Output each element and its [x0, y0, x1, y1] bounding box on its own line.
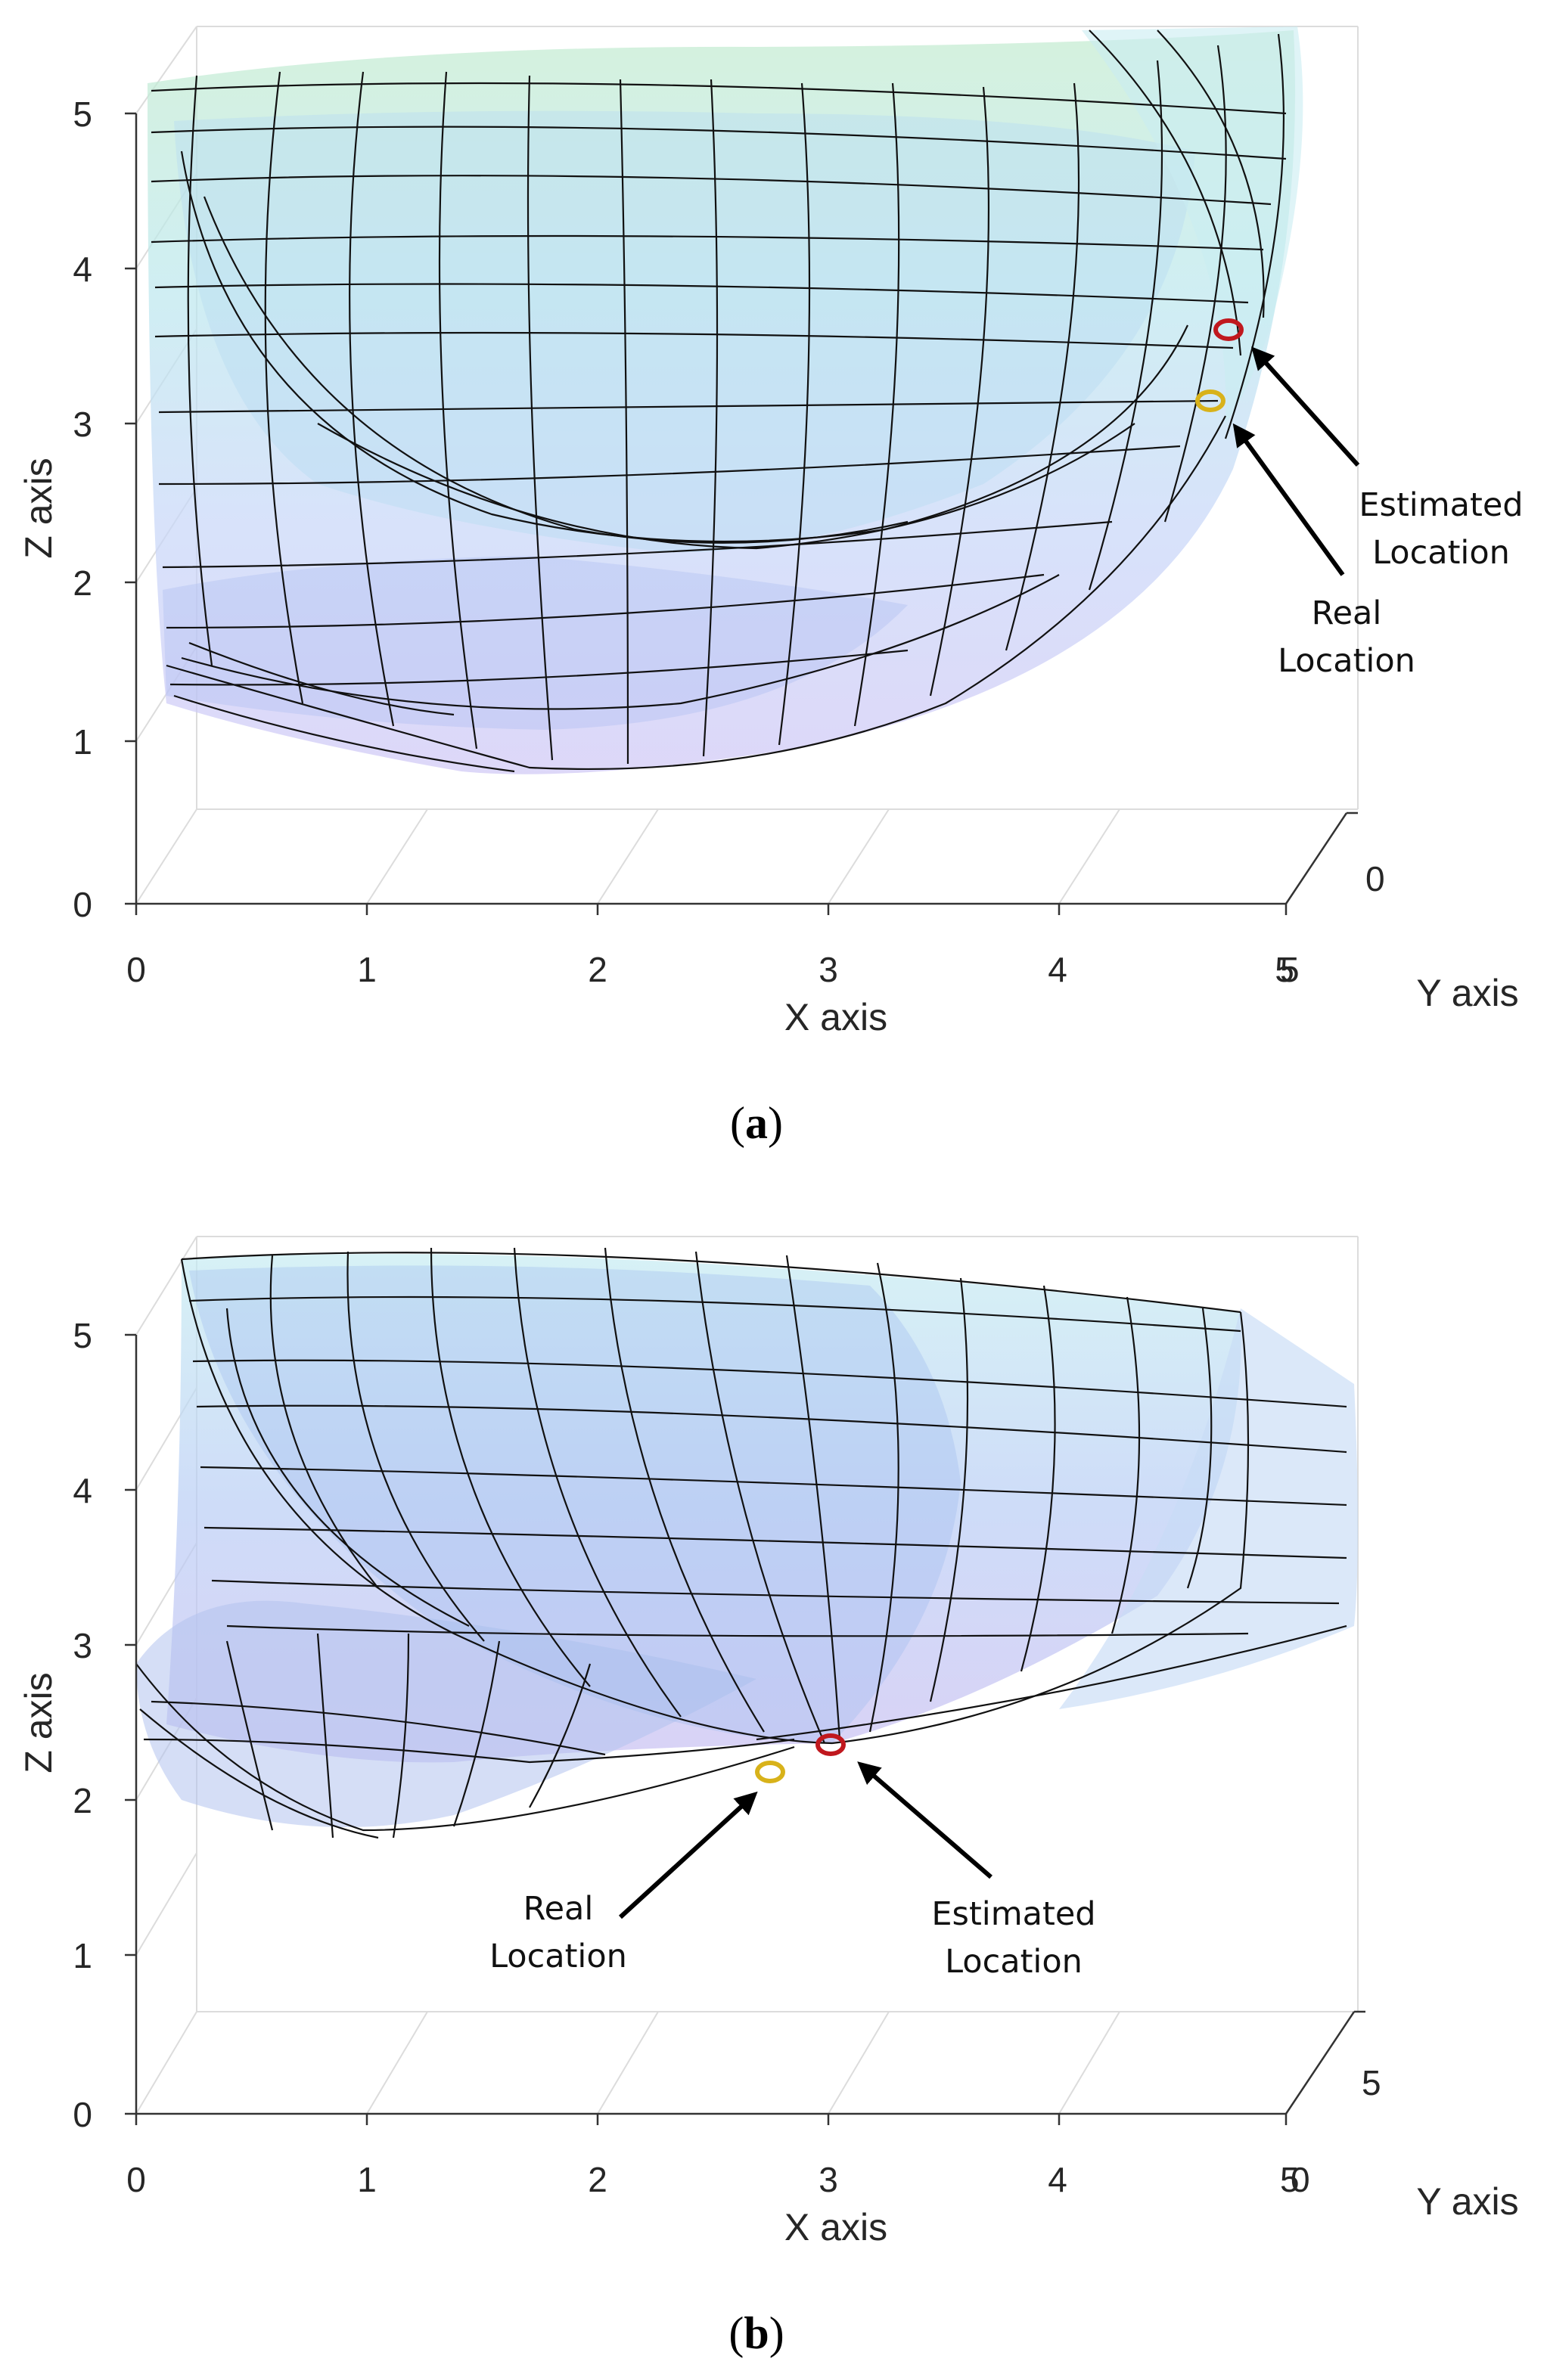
panel-a-real-location-marker	[1195, 389, 1225, 412]
panel-b-real-label-line1: Real	[523, 1890, 594, 1928]
panel-a-real-label-line2: Location	[1278, 642, 1415, 680]
x-tick-label: 5	[1280, 2160, 1300, 2199]
panel-a-y-ticks: 0 5	[1280, 859, 1385, 989]
panel-b-estimated-label-line1: Estimated	[931, 1895, 1095, 1933]
panel-b-estimated-arrow	[857, 1761, 993, 1879]
x-tick-label: 0	[126, 950, 146, 989]
z-tick-label: 4	[73, 1471, 92, 1510]
x-tick-label: 0	[126, 2160, 146, 2199]
x-tick-label: 1	[357, 2160, 377, 2199]
z-tick-label: 5	[73, 95, 92, 134]
panel-a-estimated-label-line2: Location	[1372, 534, 1510, 572]
panel-a-real-label-line1: Real	[1312, 594, 1382, 632]
caption-paren-open: (	[730, 1098, 745, 1148]
panel-a-estimated-location-marker	[1213, 318, 1244, 341]
panel-b-y-axis-label: Y axis	[1416, 2180, 1518, 2223]
panel-a-axes	[125, 112, 1358, 915]
z-tick-label: 2	[73, 563, 92, 603]
x-tick-label: 5	[1275, 950, 1294, 989]
panel-a-x-ticks: 0 1 2 3 4 5	[126, 950, 1294, 989]
caption-letter-b: b	[744, 2308, 769, 2358]
panel-b-real-location-marker	[755, 1761, 785, 1783]
panel-a-y-axis-label: Y axis	[1416, 972, 1518, 1014]
caption-paren-close: )	[768, 1098, 783, 1148]
z-tick-label: 1	[73, 1936, 92, 1975]
panel-a-caption: (a)	[730, 1098, 783, 1148]
x-tick-label: 4	[1048, 2160, 1067, 2199]
panel-a-estimated-arrow	[1250, 346, 1360, 467]
panel-b-y-ticks: 0 5	[1291, 2063, 1381, 2199]
caption-paren-close: )	[769, 2308, 784, 2358]
panel-a-z-axis-label: Z axis	[17, 458, 60, 558]
caption-letter-a: a	[745, 1098, 768, 1148]
x-tick-label: 2	[588, 2160, 607, 2199]
y-tick-label: 0	[1291, 2160, 1310, 2199]
panel-a-x-axis-label: X axis	[784, 996, 887, 1038]
panel-b-x-axis-label: X axis	[784, 2206, 887, 2248]
panel-b-estimated-location-marker	[815, 1733, 846, 1756]
panel-b: 0 1 2 3 4 5 0 5 0 1 2 3 4 5 X axis Y axi…	[17, 1236, 1519, 2358]
panel-b-real-arrow	[618, 1791, 758, 1919]
y-tick-label: 5	[1280, 950, 1300, 989]
svg-text:(a): (a)	[730, 1098, 783, 1148]
panel-a-inner-surface-1	[174, 110, 1195, 553]
panel-b-right-wing	[1059, 1308, 1358, 1709]
panel-a-inner-surface-2	[163, 556, 908, 730]
panel-a-estimated-label-line1: Estimated	[1359, 486, 1523, 524]
panel-a-right-flap	[1082, 26, 1303, 424]
z-tick-label: 3	[73, 1626, 92, 1665]
z-tick-label: 5	[73, 1316, 92, 1355]
z-tick-label: 0	[73, 2095, 92, 2134]
x-tick-label: 1	[357, 950, 377, 989]
z-tick-label: 1	[73, 722, 92, 762]
panel-b-mesh	[135, 1247, 1347, 1839]
x-tick-label: 3	[819, 950, 838, 989]
x-tick-label: 4	[1048, 950, 1067, 989]
panel-a: 0 1 2 3 4 5 0 5 0 1 2 3 4 5 X axis Y axi…	[17, 26, 1524, 1148]
panel-a-z-ticks: 0 1 2 3 4 5	[73, 95, 92, 924]
panel-b-front-bowl	[136, 1600, 756, 1827]
z-tick-label: 4	[73, 250, 92, 289]
panel-a-mesh	[151, 29, 1287, 773]
x-tick-label: 2	[588, 950, 607, 989]
panel-b-axes	[125, 1333, 1365, 2125]
z-tick-label: 2	[73, 1781, 92, 1820]
y-tick-label: 5	[1362, 2063, 1381, 2102]
panel-b-inner-bowl	[189, 1265, 961, 1743]
panel-b-caption: (b)	[728, 2308, 784, 2358]
z-tick-label: 0	[73, 885, 92, 924]
panel-b-real-label-line2: Location	[489, 1938, 627, 1975]
panel-b-z-axis-label: Z axis	[17, 1672, 60, 1773]
x-tick-label: 3	[819, 2160, 838, 2199]
caption-paren-open: (	[728, 2308, 744, 2358]
y-tick-label: 0	[1365, 859, 1385, 898]
panel-a-real-arrow	[1232, 423, 1345, 576]
z-tick-label: 3	[73, 405, 92, 444]
panel-b-z-ticks: 0 1 2 3 4 5	[73, 1316, 92, 2134]
svg-text:(b): (b)	[728, 2308, 784, 2358]
panel-a-outer-surface	[148, 30, 1296, 774]
panel-a-surfaces	[148, 26, 1303, 774]
panel-b-x-ticks: 0 1 2 3 4 5	[126, 2160, 1299, 2199]
panel-b-estimated-label-line2: Location	[945, 1943, 1083, 1981]
